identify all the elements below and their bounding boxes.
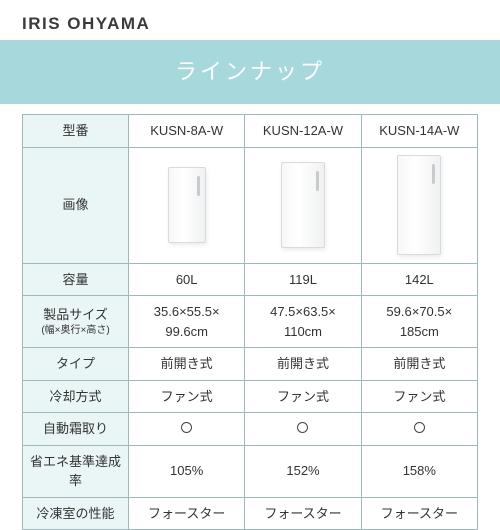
label-energy: 省エネ基準達成率 <box>23 445 129 497</box>
cell-freezer-perf-0: フォースター <box>129 497 245 530</box>
row-cooling: 冷却方式 ファン式 ファン式 ファン式 <box>23 380 478 413</box>
cell-defrost-1 <box>245 413 361 446</box>
title-band: ラインナップ <box>0 40 500 104</box>
cell-type-0: 前開き式 <box>129 348 245 381</box>
row-defrost: 自動霜取り <box>23 413 478 446</box>
header: IRIS OHYAMA <box>0 0 500 40</box>
row-size: 製品サイズ (幅×奥行×高さ) 35.6×55.5×99.6cm 47.5×63… <box>23 296 478 348</box>
label-size: 製品サイズ (幅×奥行×高さ) <box>23 296 129 348</box>
cell-type-2: 前開き式 <box>361 348 477 381</box>
row-image: 画像 <box>23 147 478 263</box>
cell-size-0: 35.6×55.5×99.6cm <box>129 296 245 348</box>
label-freezer-perf: 冷凍室の性能 <box>23 497 129 530</box>
circle-icon <box>414 422 425 433</box>
circle-icon <box>181 422 192 433</box>
cell-model-0: KUSN-8A-W <box>129 115 245 148</box>
label-capacity: 容量 <box>23 263 129 296</box>
cell-image-2 <box>361 147 477 263</box>
brand-logo: IRIS OHYAMA <box>22 14 478 34</box>
row-type: タイプ 前開き式 前開き式 前開き式 <box>23 348 478 381</box>
cell-size-1: 47.5×63.5×110cm <box>245 296 361 348</box>
label-image: 画像 <box>23 147 129 263</box>
cell-cooling-1: ファン式 <box>245 380 361 413</box>
cell-energy-0: 105% <box>129 445 245 497</box>
label-cooling: 冷却方式 <box>23 380 129 413</box>
row-capacity: 容量 60L 119L 142L <box>23 263 478 296</box>
page-title: ラインナップ <box>175 59 325 84</box>
cell-cooling-0: ファン式 <box>129 380 245 413</box>
label-size-sub: (幅×奥行×高さ) <box>25 323 126 338</box>
cell-capacity-2: 142L <box>361 263 477 296</box>
comparison-table-wrap: 型番 KUSN-8A-W KUSN-12A-W KUSN-14A-W 画像 容量… <box>0 114 500 530</box>
comparison-table: 型番 KUSN-8A-W KUSN-12A-W KUSN-14A-W 画像 容量… <box>22 114 478 530</box>
cell-defrost-2 <box>361 413 477 446</box>
cell-model-1: KUSN-12A-W <box>245 115 361 148</box>
cell-energy-1: 152% <box>245 445 361 497</box>
label-type: タイプ <box>23 348 129 381</box>
circle-icon <box>297 422 308 433</box>
product-image-icon <box>168 167 206 243</box>
cell-capacity-1: 119L <box>245 263 361 296</box>
cell-cooling-2: ファン式 <box>361 380 477 413</box>
label-defrost: 自動霜取り <box>23 413 129 446</box>
product-image-icon <box>281 162 325 248</box>
cell-freezer-perf-1: フォースター <box>245 497 361 530</box>
cell-freezer-perf-2: フォースター <box>361 497 477 530</box>
product-image-icon <box>397 155 441 255</box>
cell-image-1 <box>245 147 361 263</box>
row-model: 型番 KUSN-8A-W KUSN-12A-W KUSN-14A-W <box>23 115 478 148</box>
label-model: 型番 <box>23 115 129 148</box>
cell-defrost-0 <box>129 413 245 446</box>
cell-image-0 <box>129 147 245 263</box>
cell-capacity-0: 60L <box>129 263 245 296</box>
cell-energy-2: 158% <box>361 445 477 497</box>
row-energy: 省エネ基準達成率 105% 152% 158% <box>23 445 478 497</box>
cell-type-1: 前開き式 <box>245 348 361 381</box>
row-freezer-perf: 冷凍室の性能 フォースター フォースター フォースター <box>23 497 478 530</box>
label-size-main: 製品サイズ <box>43 307 108 322</box>
cell-size-2: 59.6×70.5×185cm <box>361 296 477 348</box>
cell-model-2: KUSN-14A-W <box>361 115 477 148</box>
